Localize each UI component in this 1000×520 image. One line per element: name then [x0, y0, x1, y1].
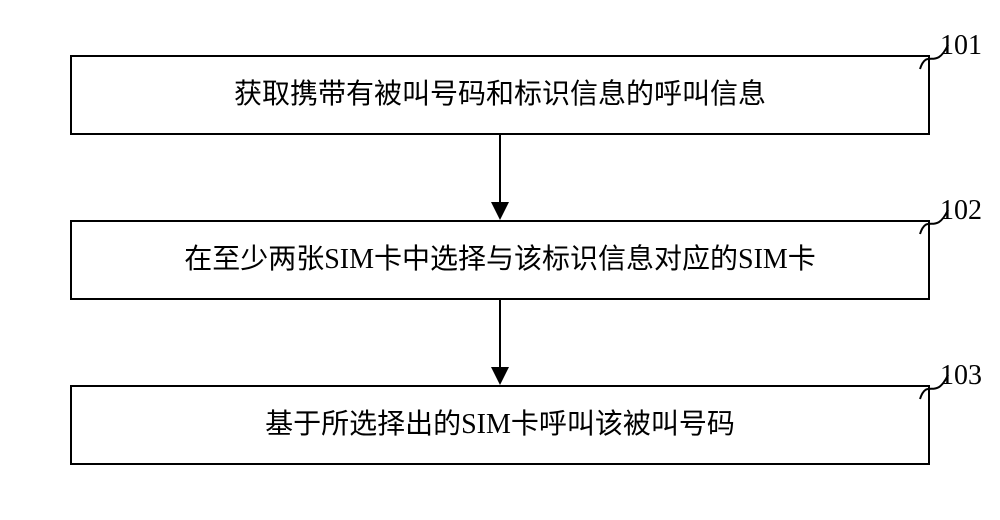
flow-step-1-text: 获取携带有被叫号码和标识信息的呼叫信息 — [234, 78, 766, 112]
flow-step-3-text: 基于所选择出的SIM卡呼叫该被叫号码 — [265, 408, 735, 442]
flow-arrow-2 — [482, 300, 518, 385]
flow-step-3-number: 103 — [940, 360, 982, 392]
flow-arrow-1 — [482, 135, 518, 220]
flow-step-2-number: 102 — [940, 195, 982, 227]
flow-step-3: 基于所选择出的SIM卡呼叫该被叫号码 — [70, 385, 930, 465]
flow-step-1: 获取携带有被叫号码和标识信息的呼叫信息 — [70, 55, 930, 135]
flow-step-1-number: 101 — [940, 30, 982, 62]
flow-step-2-text: 在至少两张SIM卡中选择与该标识信息对应的SIM卡 — [184, 243, 816, 277]
flow-step-2: 在至少两张SIM卡中选择与该标识信息对应的SIM卡 — [70, 220, 930, 300]
